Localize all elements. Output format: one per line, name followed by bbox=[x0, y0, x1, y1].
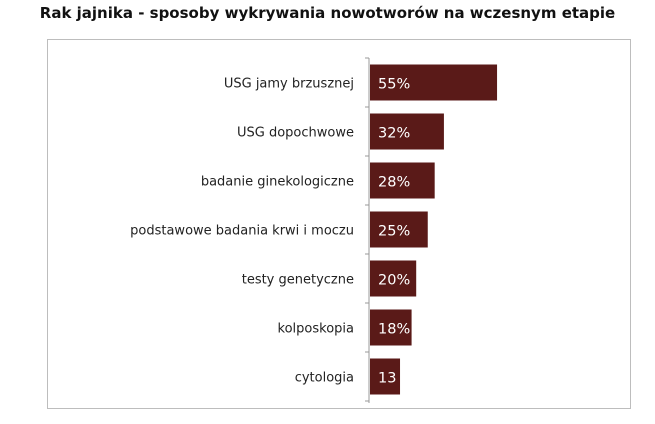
bar bbox=[370, 162, 435, 199]
category-label: cytologia bbox=[295, 371, 354, 386]
category-label: badanie ginekologiczne bbox=[201, 175, 354, 190]
category-label: USG dopochwowe bbox=[237, 126, 354, 141]
category-label: podstawowe badania krwi i moczu bbox=[130, 224, 354, 239]
bar bbox=[370, 260, 417, 297]
value-label: 13 bbox=[378, 371, 396, 387]
category-label: testy genetyczne bbox=[242, 273, 354, 288]
value-label: 32% bbox=[378, 126, 410, 142]
bar bbox=[370, 211, 428, 248]
value-label: 28% bbox=[378, 175, 410, 191]
chart-title: Rak jajnika - sposoby wykrywania nowotwo… bbox=[39, 4, 616, 22]
category-label: kolposkopia bbox=[278, 322, 354, 337]
value-label: 55% bbox=[378, 77, 410, 93]
bar bbox=[370, 113, 444, 150]
value-label: 18% bbox=[378, 322, 410, 338]
bar bbox=[370, 309, 412, 346]
value-label: 25% bbox=[378, 224, 410, 240]
category-label: USG jamy brzusznej bbox=[224, 77, 354, 92]
chart-frame bbox=[47, 39, 631, 409]
bar bbox=[370, 64, 498, 101]
value-label: 20% bbox=[378, 273, 410, 289]
bar bbox=[370, 358, 401, 395]
